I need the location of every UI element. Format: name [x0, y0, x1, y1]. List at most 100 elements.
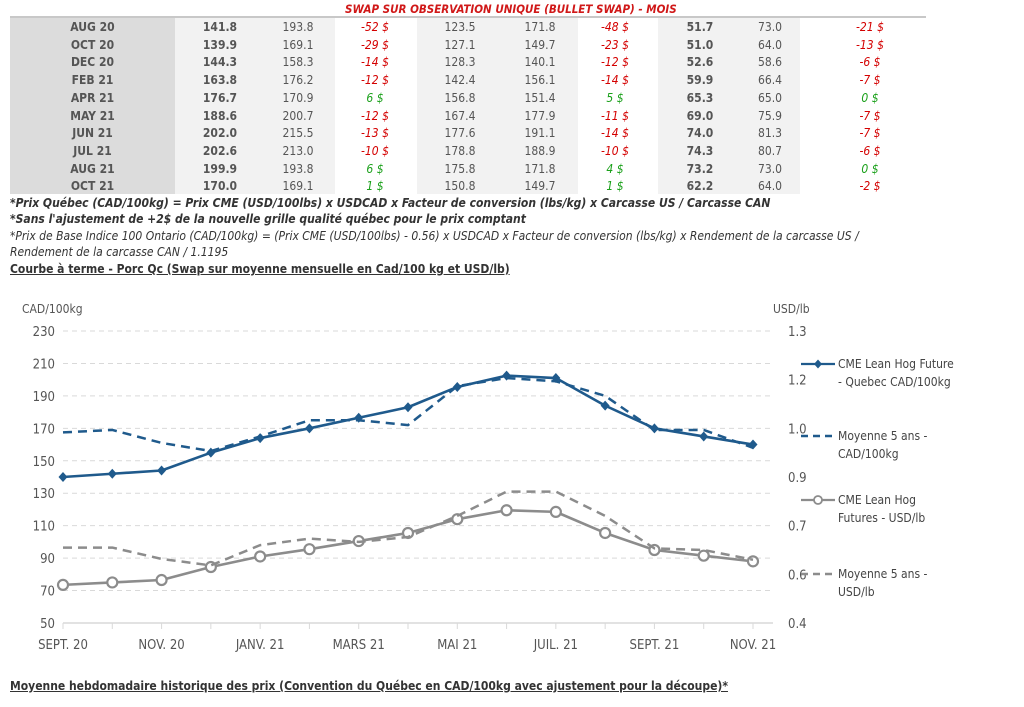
table-cell-d1: 1 $	[366, 179, 384, 194]
x-tick-label: MARS 21	[333, 638, 385, 653]
table-cell-c4: 171.8	[524, 161, 556, 176]
table-cell-d1: -10 $	[361, 143, 389, 158]
y-tick-label-right: 1.0	[788, 422, 807, 437]
column-group-bg-2	[417, 18, 578, 194]
table-cell-c2: 193.8	[282, 20, 314, 34]
table-cell-c5: 59.9	[686, 73, 714, 88]
table-cell-c6: 73.0	[757, 161, 783, 176]
table-cell-c1: 188.6	[202, 108, 238, 123]
label-column-bg	[10, 18, 175, 194]
table-cell-d3: -6 $	[859, 55, 881, 70]
y-tick-label-left: 150	[33, 455, 55, 470]
table-cell-c6: 75.9	[757, 108, 783, 123]
table-cell-c6: 81.3	[757, 126, 783, 141]
x-tick-label: SEPT. 21	[630, 638, 680, 653]
data-point-circle	[303, 543, 316, 556]
table-cell-c6: 64.0	[757, 37, 783, 52]
table-cell-d3: -7 $	[859, 73, 881, 88]
column-group-bg-3	[658, 18, 800, 194]
legend-label: Moyenne 5 ans -	[838, 429, 928, 443]
legend-item-0[interactable]: CME Lean Hog Future - Quebec CAD/100kg	[801, 355, 954, 391]
table-cell-c5: 74.0	[686, 126, 714, 141]
table-cell-c3: 167.4	[444, 108, 476, 123]
table-cell-c1: 202.6	[202, 143, 238, 158]
table-cell-c5: 74.3	[686, 143, 714, 158]
legend-label: - Quebec CAD/100kg	[838, 375, 951, 389]
table-cell-c4: 151.4	[524, 90, 556, 105]
y-tick-label-right: 0.6	[788, 568, 807, 583]
table-cell-d1: -13 $	[361, 126, 389, 141]
table-cell-c4: 149.7	[524, 37, 556, 52]
legend-symbol-icon	[801, 434, 835, 438]
forward-curve-chart: CAD/100kg USD/lb 230 210 190 170 150 130 110 90 70…	[22, 302, 810, 653]
table-cell-c5: 52.6	[686, 55, 714, 70]
table-cell-d1: -29 $	[361, 37, 389, 52]
row-month-label: DEC 20	[70, 55, 115, 70]
swap-table-title: SWAP SUR OBSERVATION UNIQUE (BULLET SWAP…	[345, 2, 677, 16]
data-point-circle	[500, 504, 513, 517]
note-prix-base-ontario-cont: Rendement de la carcasse CAN / 1.1195	[10, 245, 229, 259]
table-cell-d2: -12 $	[601, 55, 629, 70]
row-month-label: AUG 21	[70, 161, 115, 176]
table-cell-c6: 58.6	[757, 55, 783, 70]
x-tick-label: NOV. 20	[138, 638, 184, 653]
table-cell-c3: 123.5	[444, 20, 476, 34]
table-cell-d2: 1 $	[606, 179, 624, 194]
table-row: AUG 21 199.9 193.8 6 $ 175.8 171.8 4 $ 73.2 73.0…	[10, 161, 926, 179]
table-cell-d1: 6 $	[366, 90, 384, 105]
data-point-diamond	[304, 423, 314, 434]
x-tick-label: MAI 21	[437, 638, 477, 653]
data-point-diamond	[107, 468, 117, 479]
y-tick-label-left: 50	[40, 617, 55, 632]
legend-symbol-icon	[801, 359, 835, 369]
table-cell-c5: 69.0	[686, 108, 714, 123]
table-cell-c1: 144.3	[202, 55, 238, 70]
table-cell-c4: 177.9	[524, 108, 556, 123]
row-month-label: AUG 20	[70, 20, 115, 34]
table-cell-d2: -10 $	[601, 143, 629, 158]
table-cell-c5: 51.0	[686, 37, 714, 52]
data-point-diamond	[699, 431, 709, 442]
row-month-label: FEB 21	[71, 73, 114, 88]
table-cell-c5: 73.2	[686, 161, 714, 176]
table-cell-c4: 171.8	[524, 20, 556, 34]
table-cell-d2: 5 $	[606, 90, 624, 105]
data-point-circle	[599, 526, 612, 540]
table-cell-d1: -12 $	[361, 73, 389, 88]
table-cell-c1: 141.8	[202, 20, 238, 34]
table-row: AUG 20 141.8 193.8 -52 $ 123.5 171.8 -48 $ 51.7…	[10, 19, 926, 37]
table-cell-c2: 169.1	[282, 37, 314, 52]
table-cell-c6: 65.0	[757, 90, 783, 105]
legend-label: Futures - USD/lb	[838, 511, 926, 525]
table-cell-c4: 156.1	[524, 73, 556, 88]
legend-item-1[interactable]: Moyenne 5 ans - CAD/100kg	[801, 427, 928, 463]
table-row: DEC 20 144.3 158.3 -14 $ 128.3 140.1 -12 $ 52.6…	[10, 54, 926, 72]
table-cell-c2: 193.8	[282, 161, 314, 176]
legend-item-2[interactable]: CME Lean Hog Futures - USD/lb	[801, 491, 926, 527]
table-row: APR 21 176.7 170.9 6 $ 156.8 151.4 5 $ 65.3 65.0…	[10, 90, 926, 108]
link-moyenne-hebdomadaire[interactable]: Moyenne hebdomadaire historique des prix…	[10, 679, 728, 693]
table-cell-c2: 158.3	[282, 55, 314, 70]
legend-label: CME Lean Hog Future	[838, 357, 954, 371]
table-cell-c2: 170.9	[282, 90, 314, 105]
table-cell-c5: 51.7	[686, 20, 714, 34]
link-courbe-a-terme[interactable]: Courbe à terme - Porc Qc (Swap sur moyen…	[10, 262, 510, 276]
legend-symbol-icon	[801, 572, 835, 576]
data-point-diamond	[600, 400, 610, 411]
table-cell-d2: -48 $	[601, 20, 629, 34]
data-point-circle	[746, 555, 760, 568]
data-point-diamond	[403, 402, 413, 413]
note-prix-quebec: *Prix Québec (CAD/100kg) = Prix CME (USD…	[10, 196, 771, 210]
legend-symbol-icon	[801, 495, 835, 505]
data-point-diamond	[452, 381, 462, 392]
table-cell-d3: -7 $	[859, 108, 881, 123]
legend-item-3[interactable]: Moyenne 5 ans - USD/lb	[801, 565, 927, 601]
column-group-bg-1	[175, 18, 335, 194]
data-point-circle	[451, 513, 464, 526]
table-cell-d3: -7 $	[859, 126, 881, 141]
y-tick-label-left: 190	[33, 390, 55, 405]
table-cell-c4: 140.1	[524, 55, 556, 70]
y-axis-title-left: CAD/100kg	[22, 302, 83, 316]
row-month-label: JUN 21	[72, 126, 113, 141]
y-tick-label-left: 130	[33, 487, 55, 502]
